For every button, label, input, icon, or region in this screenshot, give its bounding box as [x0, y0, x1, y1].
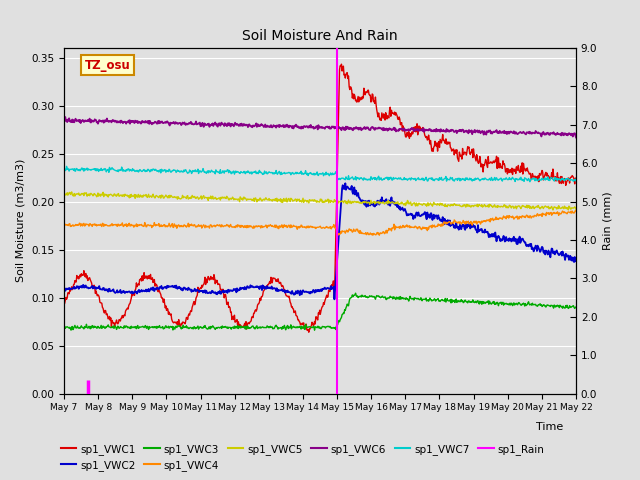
Y-axis label: Rain (mm): Rain (mm)	[603, 192, 613, 250]
Legend: sp1_VWC1, sp1_VWC2, sp1_VWC3, sp1_VWC4, sp1_VWC5, sp1_VWC6, sp1_VWC7, sp1_Rain: sp1_VWC1, sp1_VWC2, sp1_VWC3, sp1_VWC4, …	[56, 439, 549, 475]
Title: Soil Moisture And Rain: Soil Moisture And Rain	[242, 29, 398, 43]
Y-axis label: Soil Moisture (m3/m3): Soil Moisture (m3/m3)	[15, 159, 26, 283]
Text: TZ_osu: TZ_osu	[84, 59, 130, 72]
Text: Time: Time	[536, 422, 563, 432]
